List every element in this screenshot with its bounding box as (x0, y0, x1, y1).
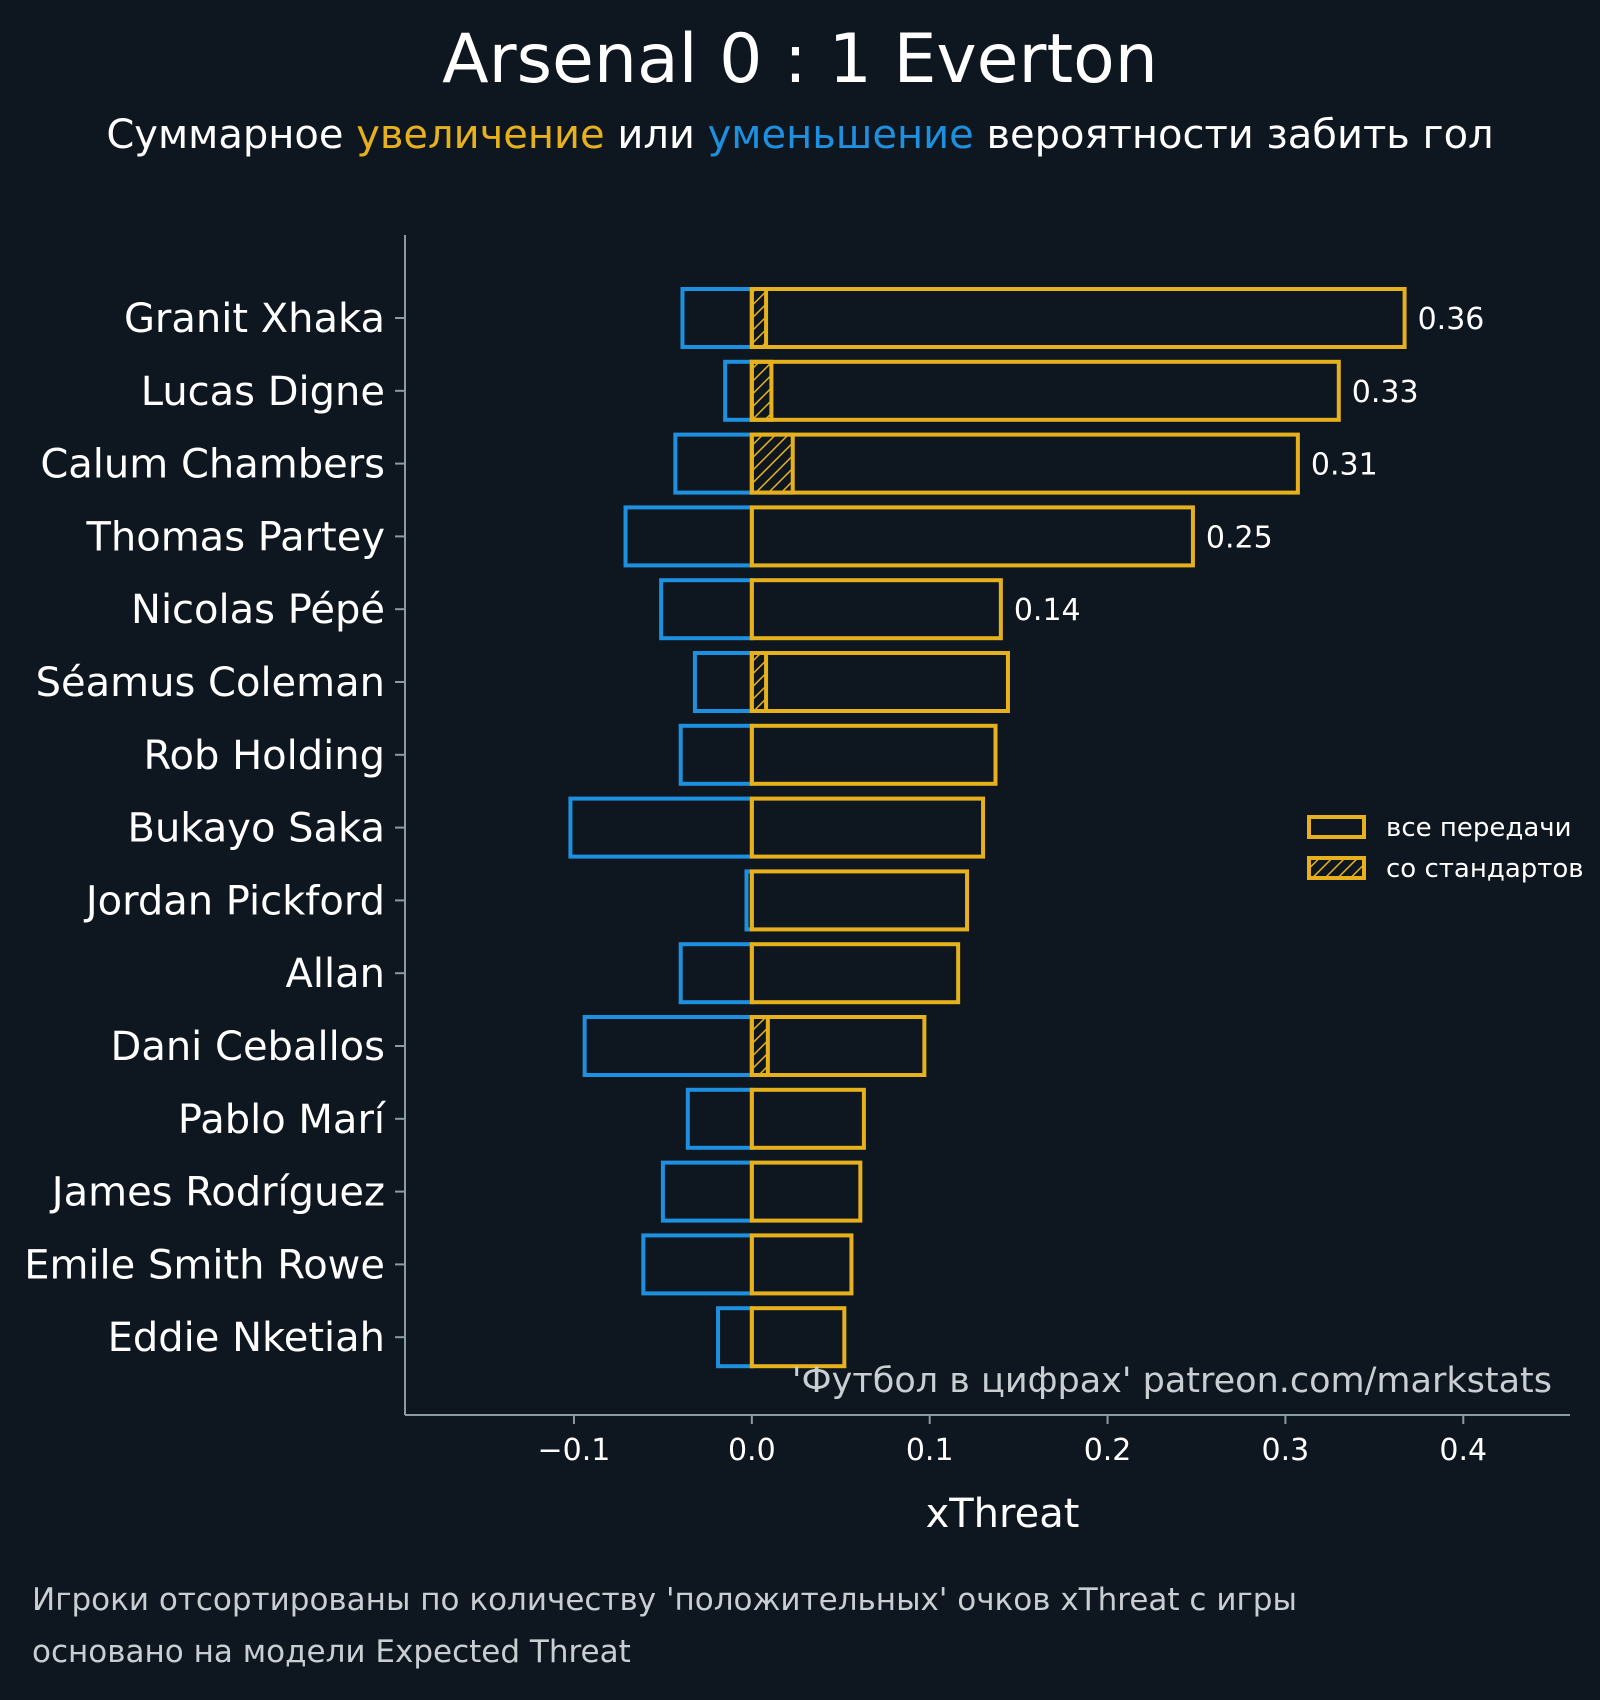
negative-bar (716, 1306, 754, 1369)
value-label: 0.31 (1311, 448, 1378, 483)
axes: −0.1 0.0 0.1 0.2 0.3 0.4 xThreat (395, 235, 1570, 1537)
subtitle-decrease-word: уменьшение (707, 112, 974, 158)
negative-bar (623, 505, 754, 568)
subtitle-part-1: Суммарное (106, 112, 357, 158)
positive-bar (749, 723, 998, 786)
negative-bar (723, 359, 754, 422)
positive-bar (749, 1233, 854, 1296)
positive-bar (749, 1306, 847, 1369)
set-piece-bar (749, 359, 774, 422)
value-label: 0.36 (1418, 302, 1485, 337)
bars (568, 287, 1407, 1369)
positive-bar (749, 1160, 863, 1223)
set-piece-bar (749, 1015, 770, 1077)
positive-bar (749, 942, 961, 1005)
player-label: Calum Chambers (40, 442, 385, 488)
x-axis-label: xThreat (926, 1491, 1080, 1537)
player-label: Thomas Partey (85, 514, 385, 560)
footnote-model: основано на модели Expected Threat (32, 1634, 631, 1670)
x-tick-label: −0.1 (538, 1433, 611, 1468)
player-label: Dani Ceballos (111, 1024, 385, 1070)
negative-bar (685, 1087, 754, 1150)
player-label: Bukayo Saka (128, 806, 386, 852)
footnote-sorting: Игроки отсортированы по количеству 'поло… (32, 1582, 1297, 1618)
negative-bar (568, 796, 754, 859)
legend-label-all-passes: все передачи (1386, 813, 1572, 843)
negative-bar (582, 1015, 754, 1077)
negative-bar (678, 942, 754, 1005)
labels: Granit Xhaka 0.36 Lucas Digne 0.33 Calum Cha… (24, 296, 1552, 1401)
player-label: Emile Smith Rowe (24, 1242, 385, 1288)
value-label: 0.33 (1352, 375, 1419, 410)
player-label: Nicolas Pépé (131, 587, 385, 633)
player-label: Jordan Pickford (83, 878, 385, 924)
legend-swatch-set-pieces (1307, 856, 1366, 880)
negative-bar (678, 723, 754, 786)
legend-label-set-pieces: со стандартов (1386, 854, 1584, 884)
chart-subtitle: Суммарное увеличение или уменьшение веро… (0, 112, 1600, 158)
player-label: Granit Xhaka (124, 296, 385, 342)
watermark: 'Футбол в цифрах' patreon.com/markstats (792, 1361, 1552, 1401)
positive-bar (749, 432, 1300, 495)
negative-bar (641, 1233, 754, 1296)
player-label: Allan (286, 951, 385, 997)
chart-title: Arsenal 0 : 1 Everton (442, 20, 1158, 99)
positive-bar (749, 796, 986, 859)
subtitle-increase-word: увеличение (356, 112, 605, 158)
positive-bar (749, 1087, 866, 1150)
positive-bar (749, 359, 1341, 422)
subtitle-part-2: или (604, 112, 708, 158)
value-label: 0.14 (1014, 593, 1081, 628)
positive-bar (749, 869, 970, 932)
player-label: Rob Holding (144, 733, 385, 779)
player-label: Lucas Digne (141, 369, 385, 415)
x-tick-label: 0.3 (1262, 1433, 1310, 1468)
positive-bar (749, 1015, 927, 1077)
player-label: Eddie Nketiah (108, 1315, 385, 1361)
positive-bar (749, 505, 1195, 568)
player-label: Pablo Marí (178, 1097, 387, 1143)
set-piece-bar (749, 287, 769, 349)
value-label: 0.25 (1206, 520, 1273, 555)
player-label: James Rodríguez (49, 1170, 385, 1216)
positive-bar (749, 287, 1407, 349)
player-label: Séamus Coleman (36, 660, 385, 706)
negative-bar (680, 287, 754, 349)
x-tick-label: 0.0 (728, 1433, 776, 1468)
set-piece-bar (749, 432, 795, 495)
x-tick-label: 0.4 (1439, 1433, 1487, 1468)
legend-swatch-all-passes (1307, 815, 1366, 839)
negative-bar (692, 651, 754, 713)
negative-bar (659, 578, 754, 641)
positive-bar (749, 651, 1010, 713)
set-piece-bar (749, 651, 769, 713)
subtitle-part-3: вероятности забить гол (973, 112, 1494, 158)
negative-bar (660, 1160, 754, 1223)
legend: все передачи со стандартов (1307, 813, 1584, 884)
negative-bar (673, 432, 754, 495)
positive-bar (749, 578, 1003, 641)
x-tick-label: 0.2 (1084, 1433, 1132, 1468)
x-tick-label: 0.1 (906, 1433, 954, 1468)
